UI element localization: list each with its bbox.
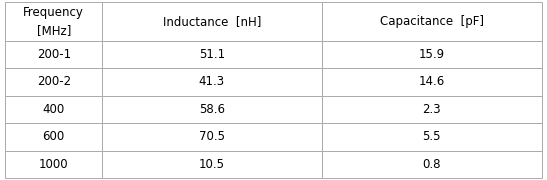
Bar (102, 96, 322, 123)
Bar (5, 68, 102, 96)
Text: Inductance  [nH]: Inductance [nH] (162, 15, 261, 28)
Bar (322, 2, 542, 41)
Bar (102, 123, 322, 151)
Text: 200-1: 200-1 (37, 48, 71, 61)
Bar (322, 151, 542, 178)
Bar (5, 123, 102, 151)
Text: 14.6: 14.6 (418, 75, 445, 88)
Text: Frequency
[MHz]: Frequency [MHz] (24, 6, 84, 37)
Text: 200-2: 200-2 (37, 75, 71, 88)
Bar (102, 2, 322, 41)
Text: 2.3: 2.3 (422, 103, 441, 116)
Text: 15.9: 15.9 (418, 48, 445, 61)
Bar (5, 151, 102, 178)
Bar (322, 41, 542, 68)
Text: 10.5: 10.5 (199, 158, 225, 171)
Text: 51.1: 51.1 (199, 48, 225, 61)
Text: 41.3: 41.3 (199, 75, 225, 88)
Bar (5, 41, 102, 68)
Bar (102, 68, 322, 96)
Bar (5, 96, 102, 123)
Text: 600: 600 (43, 130, 65, 143)
Bar (322, 123, 542, 151)
Text: 400: 400 (43, 103, 65, 116)
Bar (322, 96, 542, 123)
Text: 1000: 1000 (39, 158, 68, 171)
Bar (102, 151, 322, 178)
Text: Capacitance  [pF]: Capacitance [pF] (380, 15, 484, 28)
Bar (102, 41, 322, 68)
Text: 58.6: 58.6 (199, 103, 225, 116)
Bar (5, 2, 102, 41)
Text: 0.8: 0.8 (422, 158, 441, 171)
Text: 5.5: 5.5 (422, 130, 441, 143)
Text: 70.5: 70.5 (199, 130, 225, 143)
Bar (322, 68, 542, 96)
